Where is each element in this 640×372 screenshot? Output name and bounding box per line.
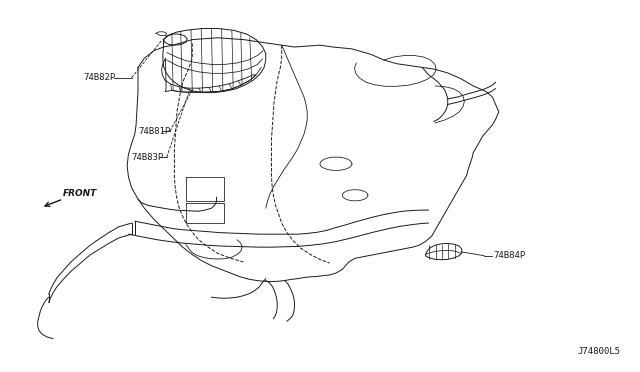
Text: 74B82P: 74B82P [84, 73, 116, 82]
Text: 74B81P: 74B81P [138, 126, 170, 136]
Text: FRONT: FRONT [63, 189, 97, 198]
Text: 74B84P: 74B84P [493, 251, 526, 260]
Text: J74800L5: J74800L5 [577, 347, 620, 356]
Text: 74B83P: 74B83P [132, 153, 164, 161]
